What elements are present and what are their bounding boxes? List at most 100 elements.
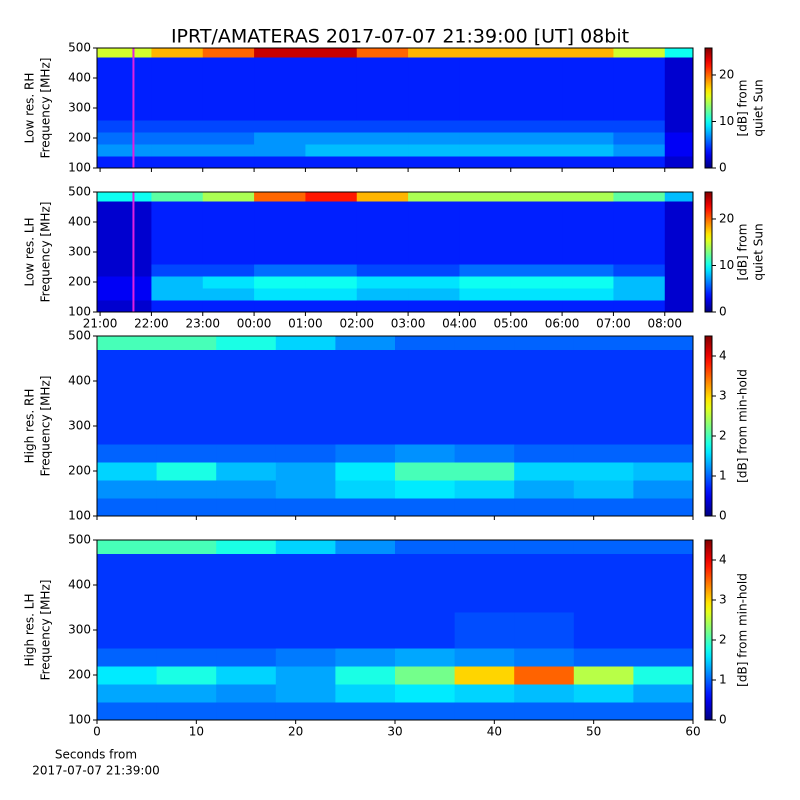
heatmap-cell — [356, 201, 409, 217]
heatmap-cell — [202, 144, 255, 157]
heatmap-cell — [562, 132, 614, 145]
heatmap-cell — [97, 132, 152, 145]
heatmap-cell — [254, 192, 306, 202]
heatmap-cell — [356, 240, 409, 265]
heatmap-cell — [454, 480, 515, 499]
heatmap-cell — [156, 336, 217, 350]
heatmap-cell — [562, 300, 614, 313]
heatmap-cell — [254, 132, 306, 145]
heatmap-cell — [216, 462, 277, 481]
heatmap-cell — [613, 201, 666, 217]
heatmap-cell — [562, 57, 614, 73]
y-tick-label: 100 — [68, 509, 91, 523]
heatmap-cell — [633, 684, 694, 703]
heatmap-cell — [97, 48, 152, 58]
heatmap-cell — [151, 264, 204, 277]
heatmap-cell — [510, 96, 563, 121]
heatmap-cell — [514, 576, 575, 613]
heatmap-cell — [395, 408, 456, 445]
colorbar-label: [dB] from min-hold — [736, 369, 750, 483]
heatmap-cell — [408, 120, 460, 133]
heatmap-cell — [97, 372, 158, 409]
heatmap-cell — [97, 540, 158, 554]
heatmap-cell — [305, 120, 358, 133]
colorbar — [704, 191, 713, 313]
heatmap-cell — [356, 120, 409, 133]
heatmap-cell — [664, 156, 694, 169]
x-tick-label: 30 — [387, 725, 402, 739]
heatmap-cell — [613, 72, 666, 97]
heatmap-cell — [664, 120, 694, 133]
heatmap-cell — [454, 576, 515, 613]
heatmap-cell — [395, 702, 456, 721]
heatmap-cell — [613, 192, 666, 202]
heatmap-cell — [514, 336, 575, 350]
heatmap-cell — [459, 276, 512, 289]
x-tick-label: 01:00 — [288, 317, 323, 331]
y-tick-label: 400 — [68, 71, 91, 85]
heatmap-cell — [305, 201, 358, 217]
heatmap-cell — [254, 240, 306, 265]
heatmap-cell — [613, 276, 666, 289]
heatmap-cell — [275, 666, 336, 685]
heatmap-cell — [395, 684, 456, 703]
heatmap-cell — [459, 156, 512, 169]
heatmap-cell — [156, 702, 217, 721]
heatmap-cell — [151, 132, 204, 145]
x-tick-label: 20 — [288, 725, 303, 739]
heatmap-cell — [573, 349, 634, 373]
heatmap-cell — [275, 349, 336, 373]
y-tick-label: 300 — [68, 245, 91, 259]
colorbar-tick-label: 2 — [719, 633, 727, 647]
heatmap-cell — [562, 48, 614, 58]
heatmap-cell — [151, 48, 204, 58]
colorbar-tick-label: 10 — [719, 258, 734, 272]
heatmap-cell — [202, 96, 255, 121]
heatmap-cell — [254, 144, 306, 157]
heatmap-cell — [97, 192, 152, 202]
colorbar — [704, 47, 713, 169]
heatmap-cell — [454, 349, 515, 373]
heatmap-cell — [156, 498, 217, 517]
x-tick-label: 23:00 — [185, 317, 220, 331]
heatmap-cell — [216, 372, 277, 409]
heatmap-cell — [562, 96, 614, 121]
heatmap-cell — [335, 684, 396, 703]
heatmap-cell — [97, 349, 158, 373]
y-tick-label: 500 — [68, 533, 91, 547]
y-tick-label: 500 — [68, 329, 91, 343]
heatmap-cell — [216, 576, 277, 613]
heatmap-cell — [562, 192, 614, 202]
heatmap-cell — [151, 216, 204, 241]
heatmap-cell — [305, 288, 358, 301]
y-tick-label: 200 — [68, 464, 91, 478]
y-axis-label: Frequency [MHz] — [39, 580, 53, 681]
heatmap-cell — [514, 408, 575, 445]
heatmap-cell — [562, 276, 614, 289]
colorbar-tick-label: 0 — [719, 305, 727, 319]
heatmap-cell — [97, 300, 152, 313]
colorbar-label: quiet Sun — [752, 79, 766, 136]
heatmap-cell — [408, 300, 460, 313]
heatmap-cell — [510, 48, 563, 58]
x-tick-label: 0 — [93, 725, 101, 739]
heatmap-cell — [97, 276, 152, 289]
x-tick-label: 08:00 — [647, 317, 682, 331]
x-tick-label: 04:00 — [442, 317, 477, 331]
heatmap-cell — [408, 276, 460, 289]
heatmap-cell — [335, 372, 396, 409]
heatmap-cell — [305, 144, 358, 157]
x-tick-label: 40 — [487, 725, 502, 739]
heatmap-cell — [408, 144, 460, 157]
heatmap-cell — [459, 201, 512, 217]
heatmap-cell — [514, 498, 575, 517]
heatmap-cell — [335, 349, 396, 373]
heatmap-cell — [408, 201, 460, 217]
heatmap-cell — [633, 540, 694, 554]
y-axis-label: Frequency [MHz] — [39, 202, 53, 303]
heatmap-cell — [664, 72, 694, 97]
y-tick-label: 100 — [68, 305, 91, 319]
heatmap-cell — [275, 444, 336, 463]
y-axis-label: High res. LH — [23, 593, 37, 666]
y-tick-label: 500 — [68, 185, 91, 199]
